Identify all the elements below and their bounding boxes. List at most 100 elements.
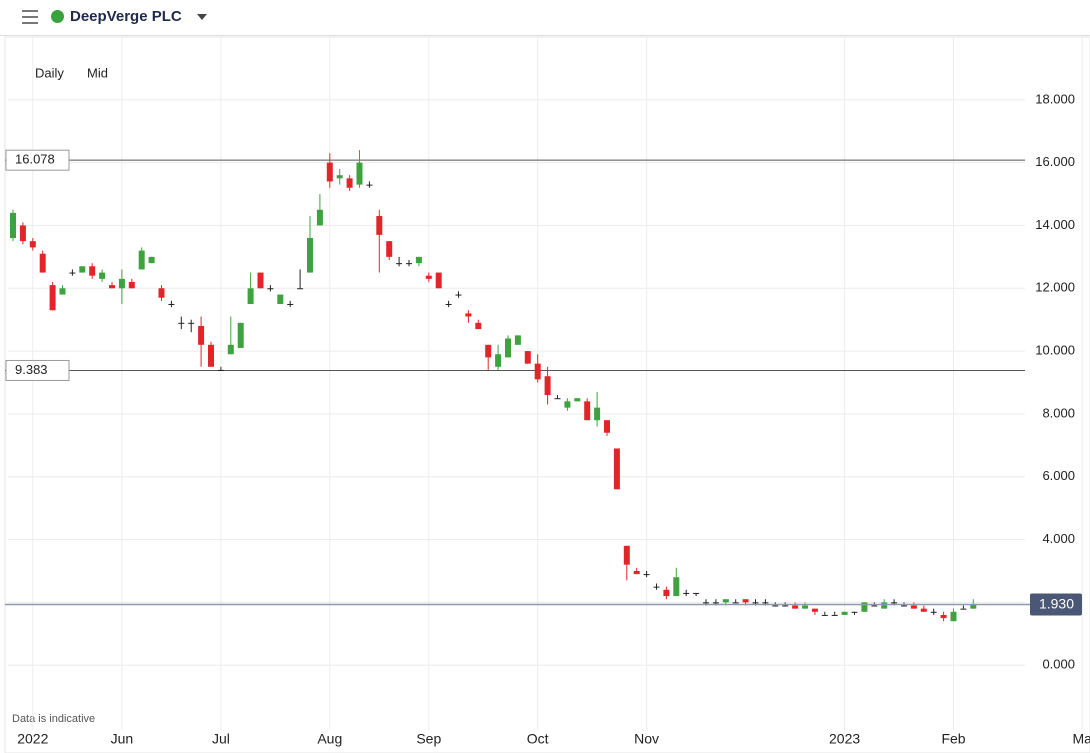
candle-body [346,178,353,188]
candle-body [742,599,749,603]
x-tick-label: Ma [1072,731,1090,747]
candle-body [19,225,26,242]
candle-body [485,344,492,358]
candle-body [79,266,86,273]
candle-body [584,401,591,421]
candle-body [435,272,442,289]
candle-body [455,294,462,296]
candle-body [970,604,977,609]
candle-body [663,589,670,597]
candle-body [653,586,660,588]
candle-body [772,605,779,607]
candle-body [59,288,66,295]
candle-body [732,602,739,604]
candle-body [613,448,620,490]
candle-body [277,294,284,304]
candle-body [752,602,759,604]
candle-body [406,263,412,265]
x-tick-label: Aug [317,731,342,747]
candle-body [604,420,610,433]
note: Data is indicative [12,713,95,725]
candle-body [633,570,640,575]
price-type-button[interactable]: Mid [87,65,108,80]
candle-body [792,605,799,609]
candle-body [881,602,888,609]
candle-body [782,605,789,607]
candle-body [901,605,907,607]
candle-body [722,599,729,603]
candle-body [69,272,76,274]
candle-body [267,288,274,290]
candle-body [158,288,165,298]
candle-body [148,256,155,264]
candle-body [178,322,185,324]
instrument-title[interactable]: DeepVerge PLC [70,8,182,25]
candle-body [109,285,115,289]
level-label-box [5,149,70,171]
candle-body [307,238,313,273]
candle-body [643,574,650,576]
candle-body [376,216,383,235]
candle-body [841,611,848,615]
candle-body [950,611,957,622]
candle-body [217,369,224,371]
candle-body [712,602,719,604]
candle-body [505,338,511,358]
candle-body [762,602,769,604]
candle-body [930,611,937,613]
candle-body [39,253,46,273]
candle-body [336,175,343,179]
candle-body [465,313,472,317]
header: DeepVerge PLC [0,0,1090,36]
candle-body [891,602,898,604]
candle-body [168,303,175,305]
candle-body [237,322,244,348]
candle-body [316,209,323,226]
dropdown-caret[interactable] [197,14,207,20]
candle-body [802,605,808,609]
candle-body [574,398,581,402]
level-label: 9.383 [15,362,48,377]
y-tick-label: 16.000 [1035,154,1075,169]
candle-body [623,545,630,565]
candle-body [683,592,690,594]
y-tick-label: 0.000 [1042,657,1075,672]
candle-body [594,407,601,421]
candle-body [10,212,16,239]
candle-body [415,256,422,264]
x-tick-label: Oct [527,731,549,747]
y-tick-label: 10.000 [1035,343,1075,358]
x-tick-label: 2023 [829,731,860,747]
candle-body [138,250,145,270]
menu-button[interactable] [22,10,38,28]
candle-body [554,398,561,400]
interval-button[interactable]: Daily [35,65,64,80]
candle-body [208,344,214,367]
candle-body [871,605,878,607]
last-price-label: 1.930 [1039,595,1074,611]
candle-body [366,184,373,186]
candle-body [89,266,96,276]
candle-body [544,376,551,396]
y-tick-label: 8.000 [1042,405,1075,420]
y-tick-label: 14.000 [1035,217,1075,232]
last-price-badge [1030,593,1082,616]
candle-body [851,611,858,613]
level-label: 16.078 [15,152,55,167]
candle-body [514,335,521,345]
candle-body [198,325,205,345]
candle-body [99,272,106,279]
candle-body [386,241,393,257]
candle-body [910,605,917,609]
candle-body [564,401,571,408]
candle-body [811,608,818,612]
candle-body [831,614,838,616]
candle-body [29,241,36,248]
x-tick-label: Jul [212,731,230,747]
candle-body [118,278,125,289]
x-tick-label: Jun [111,731,134,747]
candle-body [861,602,868,612]
candle-body [247,288,254,304]
